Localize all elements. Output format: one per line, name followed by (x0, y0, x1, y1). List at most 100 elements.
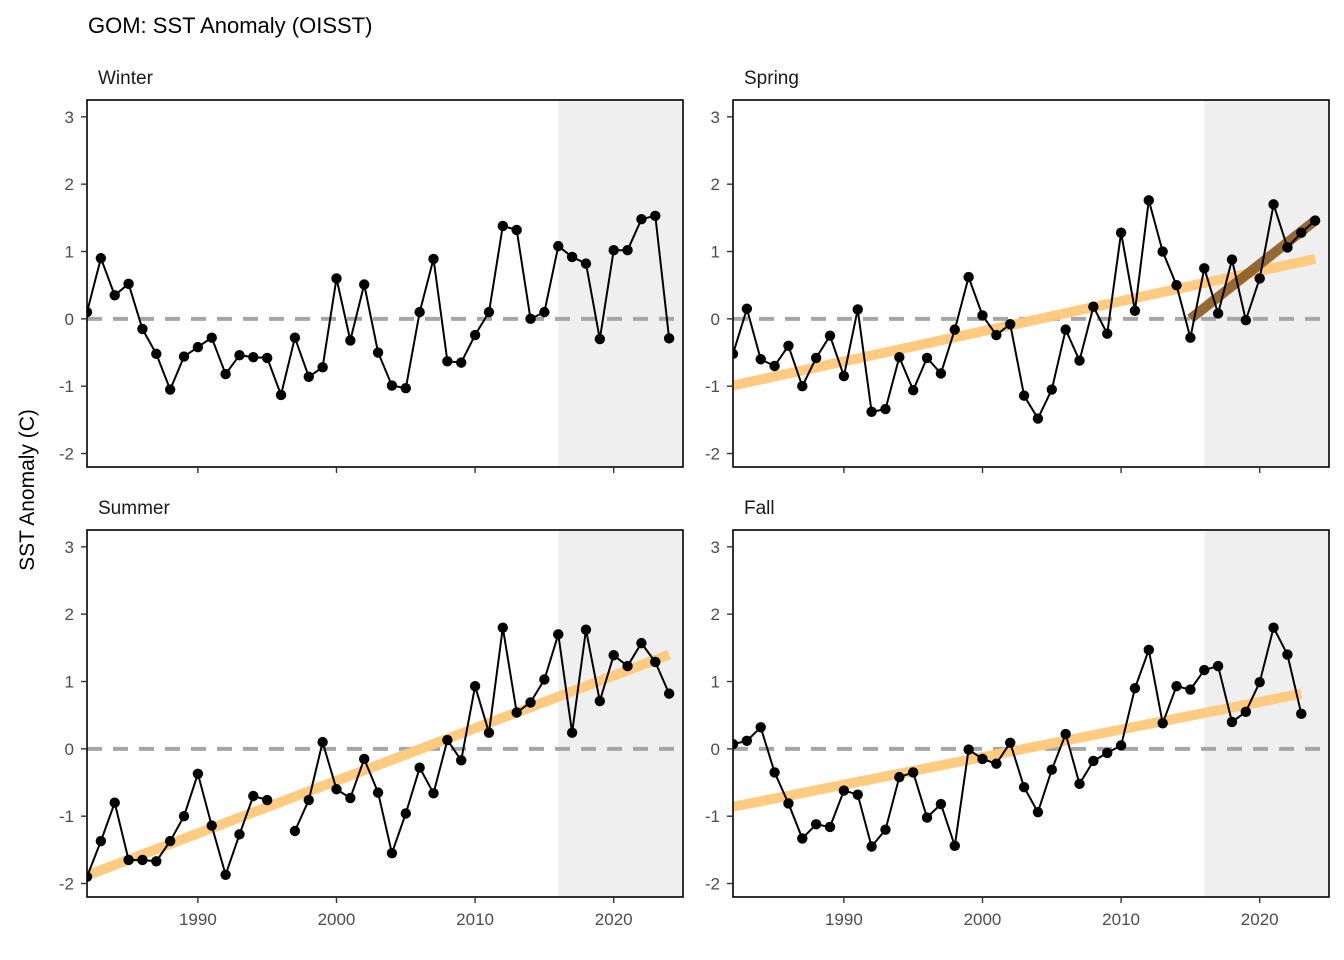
data-point-fall-2021 (1268, 622, 1279, 633)
data-point-winter-2024 (663, 333, 675, 344)
data-point-winter-2018 (580, 258, 592, 269)
data-point-summer-2006 (414, 762, 425, 773)
data-point-spring-1989 (824, 330, 836, 341)
data-point-winter-2007 (428, 253, 439, 265)
data-point-spring-2017 (1212, 308, 1224, 319)
data-point-fall-1989 (824, 821, 836, 833)
y-tick-label-spring-1: 1 (711, 243, 720, 262)
x-tick-label-fall-2000: 2000 (964, 910, 1002, 929)
panel-plot-area-summer (87, 530, 683, 897)
y-tick-label-winter--1: -1 (59, 377, 74, 396)
data-point-spring-1986 (783, 340, 794, 351)
y-tick-label-summer--1: -1 (59, 807, 74, 826)
data-point-spring-2023 (1296, 227, 1307, 238)
data-point-fall-1983 (741, 735, 753, 746)
data-point-fall-1990 (838, 785, 850, 796)
panel-plot-area-winter (87, 100, 683, 467)
y-tick-label-winter-0: 0 (65, 310, 74, 329)
data-point-fall-1993 (880, 824, 891, 835)
x-tick-label-fall-1990: 1990 (825, 910, 863, 929)
data-point-summer-2009 (456, 755, 467, 766)
data-point-summer-2000 (331, 784, 342, 795)
y-tick-label-summer-2: 2 (65, 605, 74, 624)
panel-plot-area-fall (733, 530, 1329, 897)
data-point-fall-2011 (1129, 683, 1141, 694)
short-term-trend-spring (1187, 216, 1319, 323)
data-point-spring-2018 (1226, 254, 1238, 265)
data-point-spring-1988 (810, 352, 822, 364)
data-point-summer-1998 (303, 794, 314, 806)
x-tick-label-fall-2020: 2020 (1241, 910, 1279, 929)
data-point-winter-2020 (608, 244, 619, 256)
data-point-winter-2004 (386, 380, 398, 391)
data-point-summer-1986 (137, 854, 148, 866)
data-point-summer-2022 (636, 637, 647, 649)
data-point-spring-2007 (1074, 355, 1085, 366)
data-point-winter-2008 (442, 356, 453, 367)
data-point-spring-2005 (1046, 384, 1057, 395)
data-point-fall-1987 (797, 833, 808, 844)
panel-fall: Fall -2 -1 0 1 2 3 1990 2000 2010 2020 (705, 498, 1330, 929)
data-point-spring-2002 (1005, 319, 1016, 330)
data-point-winter-2005 (400, 383, 411, 394)
data-point-fall-2023 (1296, 708, 1307, 720)
data-point-winter-1995 (261, 352, 273, 364)
data-point-summer-2011 (483, 727, 495, 738)
data-point-winter-2014 (525, 313, 536, 325)
data-point-fall-2013 (1157, 718, 1168, 729)
data-point-fall-2000 (977, 753, 988, 765)
data-point-summer-2024 (663, 688, 675, 699)
data-point-summer-1999 (317, 736, 328, 748)
data-point-summer-2018 (580, 624, 592, 635)
panel-winter: Winter -2 -1 0 1 2 3 (59, 68, 684, 473)
data-point-summer-2023 (650, 656, 661, 668)
data-point-summer-1990 (192, 768, 204, 779)
data-point-spring-2006 (1060, 324, 1071, 335)
data-point-winter-2002 (359, 279, 370, 290)
data-point-fall-1994 (894, 771, 905, 783)
y-tick-label-spring--2: -2 (705, 445, 720, 464)
facet-panels: Winter -2 -1 0 1 2 3 Spring -2 -1 0 1 2 3 Summer -2 -1 0 1… (59, 68, 1330, 929)
strip-label-fall: Fall (744, 498, 775, 519)
figure-title: GOM: SST Anomaly (OISST) (88, 13, 372, 38)
y-tick-label-summer-3: 3 (65, 538, 74, 557)
strip-label-summer: Summer (98, 498, 170, 519)
data-point-fall-2007 (1074, 778, 1085, 790)
data-point-summer-2010 (469, 681, 481, 692)
data-point-spring-2011 (1129, 305, 1141, 316)
data-point-spring-2013 (1157, 246, 1168, 257)
data-point-winter-2022 (636, 213, 647, 225)
data-point-winter-1985 (123, 278, 134, 290)
data-point-spring-1995 (907, 385, 919, 396)
y-tick-label-spring-0: 0 (711, 310, 720, 329)
data-point-winter-2000 (331, 273, 342, 284)
panel-border-summer (86, 529, 684, 898)
x-tick-label-fall-2010: 2010 (1102, 910, 1140, 929)
data-point-spring-2020 (1254, 273, 1265, 284)
data-point-winter-1996 (275, 389, 287, 401)
x-tick-label-summer-2020: 2020 (595, 910, 633, 929)
data-point-summer-1982 (87, 871, 93, 882)
y-tick-label-fall-0: 0 (711, 740, 720, 759)
data-point-fall-1985 (769, 767, 780, 778)
data-point-winter-2009 (456, 357, 467, 368)
shaded-recent-period-winter (558, 100, 683, 467)
y-tick-label-fall--2: -2 (705, 875, 720, 894)
y-tick-label-winter-1: 1 (65, 243, 74, 262)
data-point-winter-2016 (553, 240, 564, 252)
data-point-spring-2016 (1199, 263, 1210, 274)
data-point-summer-1983 (95, 835, 107, 847)
data-point-summer-2001 (345, 792, 356, 804)
y-tick-label-winter--2: -2 (59, 445, 74, 464)
x-tick-label-summer-2010: 2010 (456, 910, 494, 929)
data-point-summer-2005 (400, 808, 411, 819)
data-point-fall-2014 (1171, 681, 1182, 692)
data-point-spring-1983 (741, 303, 753, 314)
data-point-fall-2019 (1240, 706, 1252, 718)
data-point-summer-2014 (525, 697, 536, 708)
x-tick-label-summer-1990: 1990 (179, 910, 217, 929)
data-point-fall-1995 (907, 767, 919, 778)
y-axis-label: SST Anomaly (C) (16, 409, 39, 571)
data-point-winter-1997 (289, 332, 301, 343)
